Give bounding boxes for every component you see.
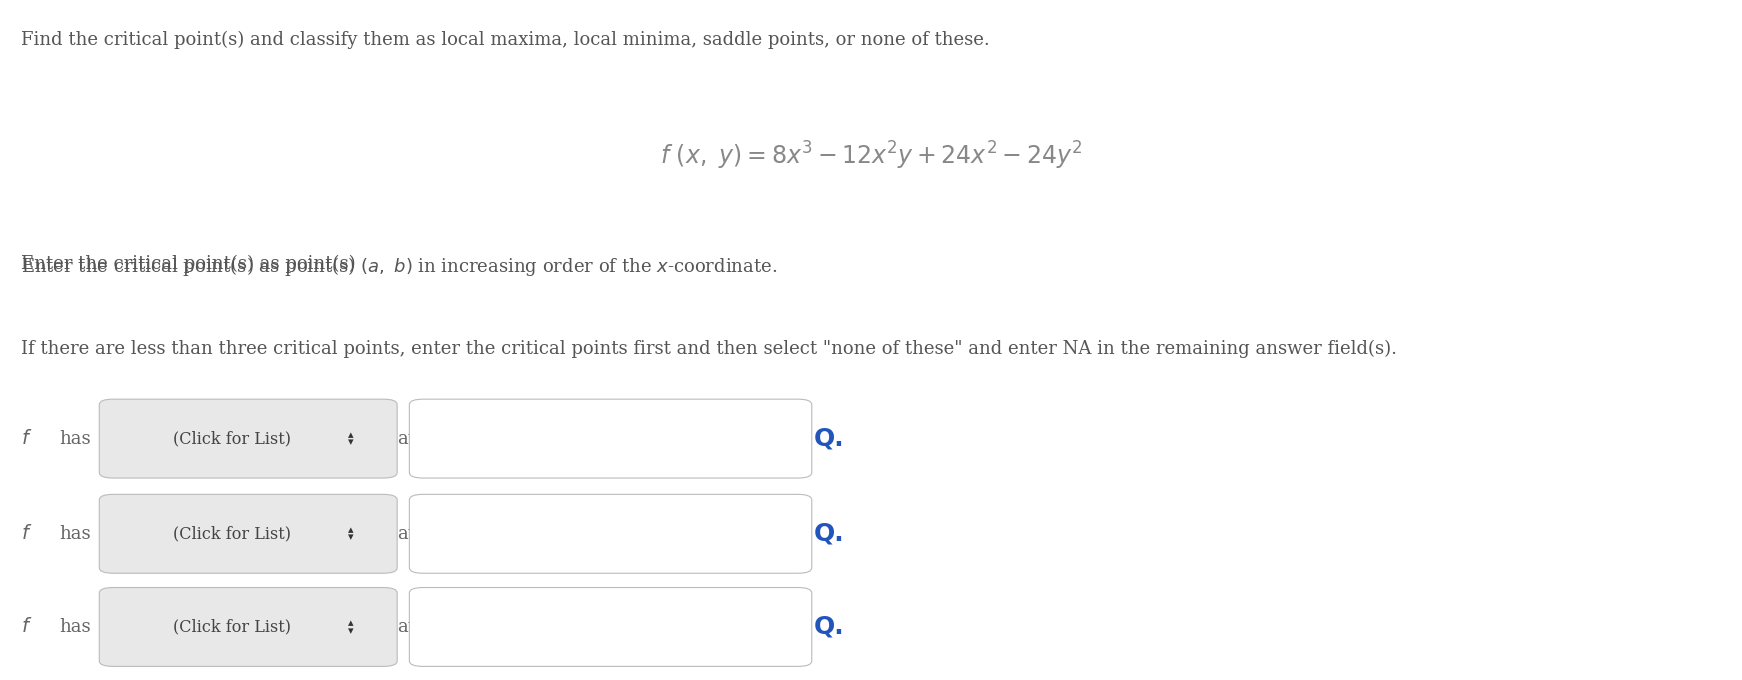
- Text: $f\ (x,\ y) = 8x^3 - 12x^2y + 24x^2 - 24y^2$: $f\ (x,\ y) = 8x^3 - 12x^2y + 24x^2 - 24…: [660, 139, 1082, 171]
- Text: ▴
▾: ▴ ▾: [348, 618, 354, 636]
- Text: Enter the critical point(s) as point(s): Enter the critical point(s) as point(s): [21, 255, 361, 273]
- Text: (Click for List): (Click for List): [172, 430, 291, 447]
- Text: Q.: Q.: [814, 426, 845, 451]
- Text: has: has: [59, 525, 91, 543]
- FancyBboxPatch shape: [409, 588, 812, 666]
- Text: $f$: $f$: [21, 524, 33, 543]
- Text: If there are less than three critical points, enter the critical points first an: If there are less than three critical po…: [21, 340, 1397, 358]
- Text: Q.: Q.: [814, 522, 845, 546]
- Text: at: at: [397, 430, 415, 447]
- Text: Find the critical point(s) and classify them as local maxima, local minima, sadd: Find the critical point(s) and classify …: [21, 31, 989, 49]
- Text: Q.: Q.: [814, 615, 845, 639]
- Text: ▴
▾: ▴ ▾: [348, 430, 354, 447]
- Text: has: has: [59, 618, 91, 636]
- Text: at: at: [397, 618, 415, 636]
- FancyBboxPatch shape: [99, 588, 397, 666]
- FancyBboxPatch shape: [409, 399, 812, 478]
- Text: ▴
▾: ▴ ▾: [348, 525, 354, 543]
- Text: at: at: [397, 525, 415, 543]
- Text: $f$: $f$: [21, 617, 33, 636]
- Text: (Click for List): (Click for List): [172, 619, 291, 635]
- Text: $f$: $f$: [21, 429, 33, 448]
- Text: (Click for List): (Click for List): [172, 525, 291, 543]
- FancyBboxPatch shape: [99, 399, 397, 478]
- FancyBboxPatch shape: [99, 494, 397, 573]
- FancyBboxPatch shape: [409, 494, 812, 573]
- Text: has: has: [59, 430, 91, 447]
- Text: Enter the critical point(s) as point(s) $(a,\ b)$ in increasing order of the $x$: Enter the critical point(s) as point(s) …: [21, 255, 777, 278]
